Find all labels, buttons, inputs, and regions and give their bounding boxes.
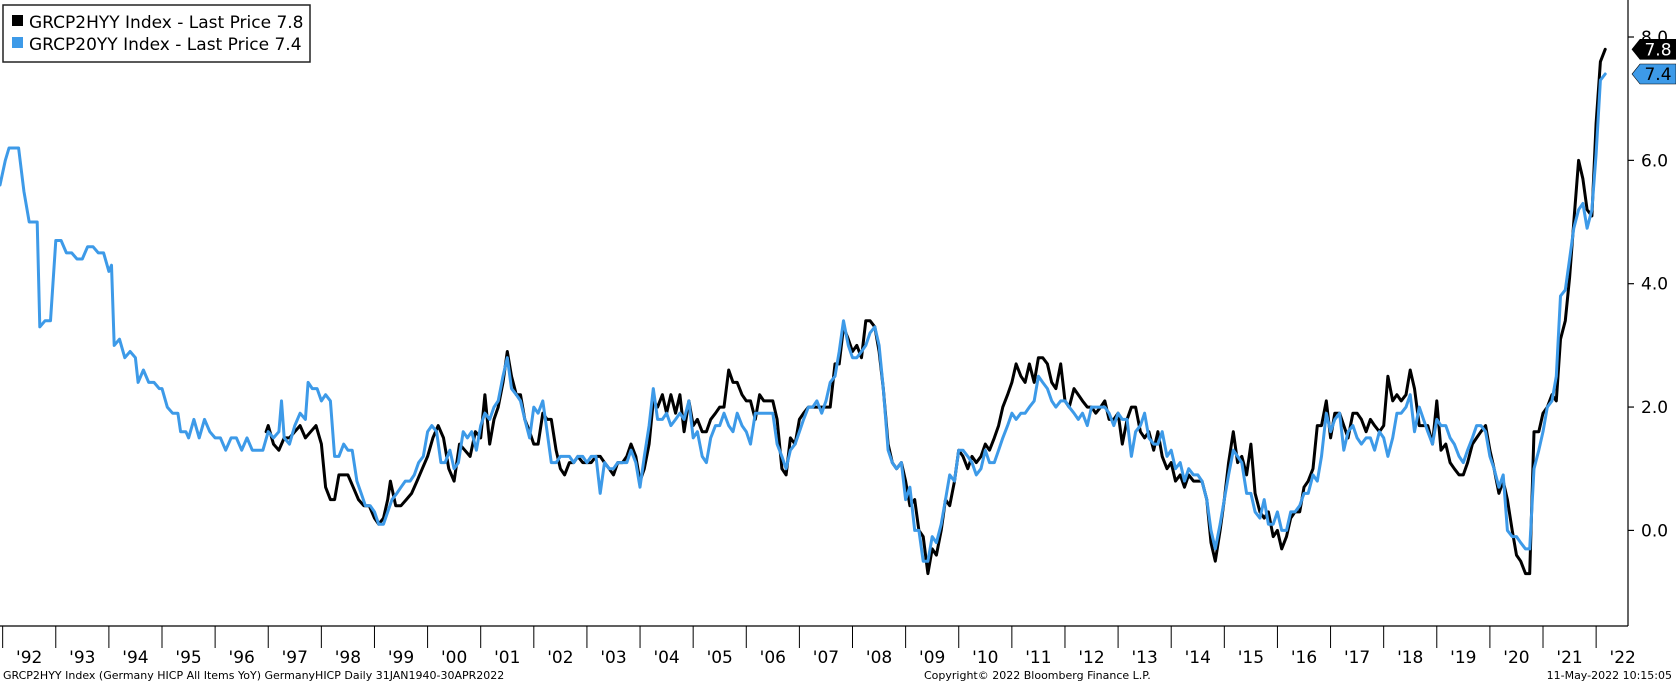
y-tick-label: 4.0 xyxy=(1641,275,1668,295)
x-tick-label: '22 xyxy=(1610,648,1636,668)
y-tick-label: 6.0 xyxy=(1641,151,1668,171)
last-value-marker-1 xyxy=(1631,63,1676,85)
x-tick-label: '05 xyxy=(707,648,733,668)
x-tick-label: '21 xyxy=(1556,648,1582,668)
series-line-0 xyxy=(264,47,1607,576)
x-tick-label: '98 xyxy=(335,648,361,668)
x-tick-label: '13 xyxy=(1131,648,1157,668)
axes: 0.02.04.06.08.0'92'93'94'95'96'97'98'99 '… xyxy=(0,0,1668,668)
x-tick-label: '12 xyxy=(1078,648,1104,668)
x-tick-label: '15 xyxy=(1238,648,1264,668)
x-tick-label: '96 xyxy=(229,648,255,668)
series-line-1 xyxy=(0,72,1607,563)
legend-box xyxy=(2,4,311,63)
x-tick-label: '14 xyxy=(1185,648,1211,668)
x-tick-label: '06 xyxy=(760,648,786,668)
x-tick-label: '16 xyxy=(1291,648,1317,668)
x-tick-label: '93 xyxy=(69,648,95,668)
legend-swatch-grcp20yy xyxy=(12,37,23,48)
x-tick-label: '10 xyxy=(972,648,998,668)
x-tick-label: '99 xyxy=(388,648,414,668)
y-tick-label: 2.0 xyxy=(1641,398,1668,418)
last-value-label-0: 7.8 xyxy=(1644,40,1671,60)
x-tick-label: '01 xyxy=(494,648,520,668)
footer-source: GRCP2HYY Index (Germany HICP All Items Y… xyxy=(3,669,505,682)
x-tick-label: '20 xyxy=(1503,648,1529,668)
x-tick-label: '00 xyxy=(441,648,467,668)
x-tick-label: '08 xyxy=(866,648,892,668)
x-tick-label: '92 xyxy=(16,648,42,668)
series-layer xyxy=(0,47,1607,576)
legend: GRCP2HYY Index - Last Price 7.8 GRCP20YY… xyxy=(2,4,311,63)
x-tick-label: '02 xyxy=(547,648,573,668)
x-tick-label: '03 xyxy=(600,648,626,668)
legend-swatch-grcp2hyy xyxy=(12,15,23,26)
x-tick-label: '95 xyxy=(175,648,201,668)
footer-timestamp: 11-May-2022 10:15:05 xyxy=(1546,669,1672,682)
x-tick-label: '04 xyxy=(653,648,679,668)
footer-copyright: Copyright© 2022 Bloomberg Finance L.P. xyxy=(924,669,1151,682)
x-tick-label: '18 xyxy=(1397,648,1423,668)
x-tick-label: '07 xyxy=(813,648,839,668)
x-tick-label: '94 xyxy=(122,648,148,668)
legend-label-grcp2hyy: GRCP2HYY Index - Last Price 7.8 xyxy=(29,13,304,33)
x-tick-label: '17 xyxy=(1344,648,1370,668)
y-tick-label: 0.0 xyxy=(1641,521,1668,541)
last-value-label-1: 7.4 xyxy=(1644,65,1671,85)
legend-label-grcp20yy: GRCP20YY Index - Last Price 7.4 xyxy=(29,35,302,55)
x-tick-label: '09 xyxy=(919,648,945,668)
last-value-marker-0 xyxy=(1631,39,1676,60)
x-tick-label: '97 xyxy=(282,648,308,668)
x-tick-label: '19 xyxy=(1450,648,1476,668)
last-value-markers: 7.87.4 xyxy=(1631,39,1676,85)
x-tick-label: '11 xyxy=(1025,648,1051,668)
